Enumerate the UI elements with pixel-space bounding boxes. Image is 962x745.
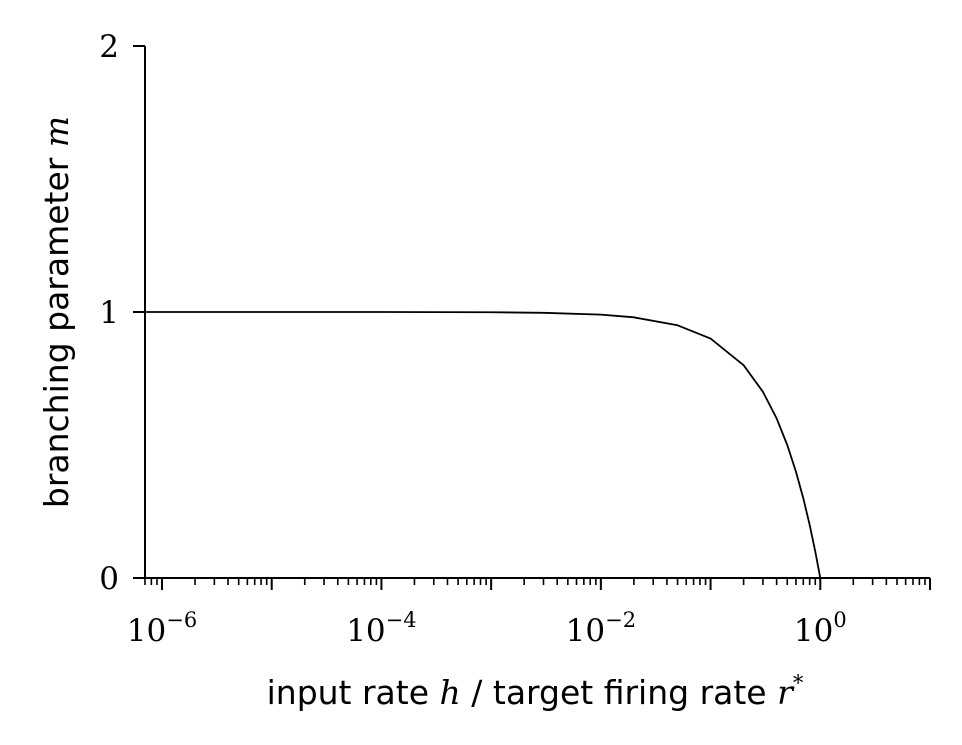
y-axis-title: branching parameter m xyxy=(37,116,76,508)
y-ticks xyxy=(133,45,145,579)
plot-area: 10−6 10−4 10−2 100 012 xyxy=(99,29,931,649)
x-tick-label: 10−6 xyxy=(127,608,197,649)
x-axis-title-prefix: input rate xyxy=(267,673,440,712)
x-tick-label-exponent: −4 xyxy=(386,608,417,632)
x-tick-label-base: 10 xyxy=(566,613,605,649)
x-major-ticks xyxy=(160,578,931,590)
y-tick-labels: 0 1 2 xyxy=(99,29,119,597)
x-axis-title-middle: / target firing rate xyxy=(461,673,777,712)
y-axis-title-text: branching parameter xyxy=(37,147,76,508)
series-line xyxy=(145,311,822,579)
x-tick-label-base: 10 xyxy=(794,613,833,649)
y-tick-label: 0 xyxy=(99,561,119,597)
x-tick-label: 10−2 xyxy=(566,608,636,649)
series-group xyxy=(145,311,822,579)
x-tick-label-exponent: −2 xyxy=(605,608,636,632)
x-tick-label-base: 10 xyxy=(127,613,166,649)
x-axis-title-var-r: r xyxy=(777,673,795,712)
x-tick-label-exponent: −6 xyxy=(166,608,197,632)
y-tick-label: 2 xyxy=(99,29,119,65)
x-tick-label-base: 10 xyxy=(346,613,385,649)
y-tick-label: 1 xyxy=(99,295,119,331)
x-tick-label: 10−4 xyxy=(346,608,416,649)
x-minor-ticks xyxy=(144,578,926,585)
x-axis-title-sup: * xyxy=(793,671,804,695)
x-tick-labels: 10−6 10−4 10−2 100 xyxy=(127,608,847,649)
x-tick-label: 100 xyxy=(794,608,847,649)
x-axis-title-var-h: h xyxy=(440,673,461,712)
x-axis-title: input rate h / target firing rate r* xyxy=(267,671,804,712)
x-tick-label-exponent: 0 xyxy=(833,608,846,632)
y-axis-title-var-m: m xyxy=(37,116,76,147)
